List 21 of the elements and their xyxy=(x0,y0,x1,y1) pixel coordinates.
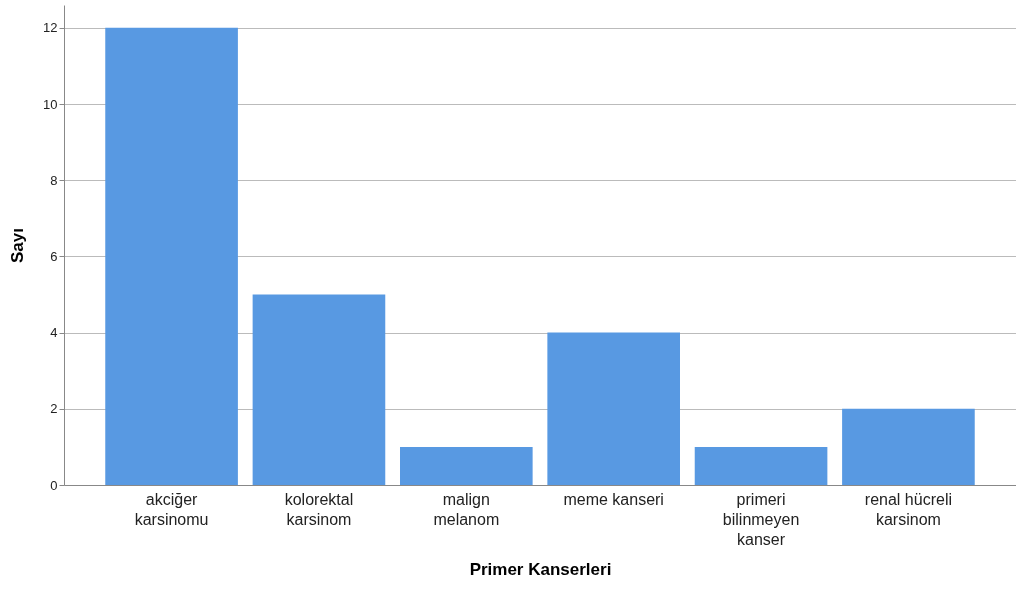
x-tick-label: kolorektal karsinom xyxy=(284,490,354,528)
x-tick-label: akciğer karsinomu xyxy=(134,490,209,528)
bar xyxy=(400,446,533,485)
bar xyxy=(105,27,238,485)
y-tick-label: 10 xyxy=(43,96,58,112)
y-tick-label: 6 xyxy=(50,248,58,264)
y-tick-label: 12 xyxy=(43,20,58,36)
x-tick-label: renal hücreli karsinom xyxy=(864,490,952,528)
bar xyxy=(252,294,386,485)
bar xyxy=(547,332,680,485)
x-axis-title: Primer Kanserleri xyxy=(469,559,612,579)
bar xyxy=(842,408,975,485)
x-tick-label: malign melanom xyxy=(433,490,500,528)
x-tick-label: meme kanseri xyxy=(563,490,664,508)
y-tick-label: 2 xyxy=(50,401,58,417)
y-axis-title: Sayı xyxy=(8,228,28,263)
y-tick-label: 8 xyxy=(50,172,58,188)
y-tick-label: 4 xyxy=(50,325,58,341)
y-tick-label: 0 xyxy=(50,477,58,493)
bar xyxy=(694,446,828,485)
x-tick-label: primeri bilinmeyen kanser xyxy=(722,490,800,548)
